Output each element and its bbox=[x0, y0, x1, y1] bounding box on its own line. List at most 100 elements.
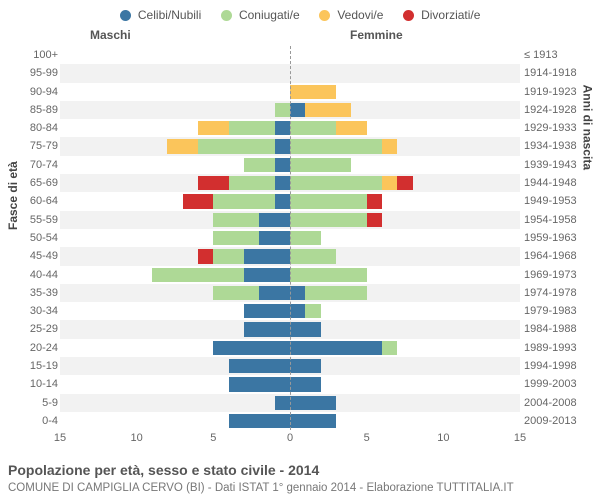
age-label: 100+ bbox=[18, 46, 58, 64]
seg-v bbox=[382, 139, 397, 153]
bar-female bbox=[290, 194, 520, 208]
seg-d bbox=[198, 176, 229, 190]
birth-label: 1989-1993 bbox=[524, 339, 590, 357]
seg-c bbox=[229, 414, 290, 428]
seg-co bbox=[290, 213, 367, 227]
bar-female bbox=[290, 231, 520, 245]
seg-co bbox=[213, 249, 244, 263]
seg-co bbox=[213, 231, 259, 245]
age-label: 65-69 bbox=[18, 174, 58, 192]
seg-c bbox=[275, 121, 290, 135]
legend: Celibi/Nubili Coniugati/e Vedovi/e Divor… bbox=[0, 8, 600, 22]
seg-co bbox=[290, 176, 382, 190]
birth-label: 2004-2008 bbox=[524, 394, 590, 412]
bar-male bbox=[60, 414, 290, 428]
seg-v bbox=[382, 176, 397, 190]
bar-female bbox=[290, 249, 520, 263]
birth-label: 1974-1978 bbox=[524, 284, 590, 302]
bar-female bbox=[290, 66, 520, 80]
seg-c bbox=[244, 304, 290, 318]
seg-c bbox=[275, 396, 290, 410]
birth-label: 1949-1953 bbox=[524, 192, 590, 210]
legend-label: Coniugati/e bbox=[239, 8, 300, 22]
bar-male bbox=[60, 359, 290, 373]
legend-item-celibi: Celibi/Nubili bbox=[120, 8, 202, 22]
age-label: 85-89 bbox=[18, 101, 58, 119]
birth-label: 1959-1963 bbox=[524, 229, 590, 247]
legend-label: Celibi/Nubili bbox=[138, 8, 201, 22]
x-tick: 0 bbox=[287, 432, 293, 444]
bar-female bbox=[290, 139, 520, 153]
bar-male bbox=[60, 396, 290, 410]
seg-co bbox=[290, 139, 382, 153]
seg-v bbox=[305, 103, 351, 117]
bar-male bbox=[60, 66, 290, 80]
age-label: 70-74 bbox=[18, 156, 58, 174]
seg-c bbox=[290, 322, 321, 336]
seg-co bbox=[213, 194, 274, 208]
seg-c bbox=[244, 268, 290, 282]
birth-label: 1994-1998 bbox=[524, 357, 590, 375]
x-tick: 5 bbox=[364, 432, 370, 444]
seg-c bbox=[275, 139, 290, 153]
seg-c bbox=[290, 304, 305, 318]
seg-c bbox=[244, 322, 290, 336]
birth-label: ≤ 1913 bbox=[524, 46, 590, 64]
age-label: 80-84 bbox=[18, 119, 58, 137]
birth-label: 1979-1983 bbox=[524, 302, 590, 320]
x-tick: 15 bbox=[54, 432, 66, 444]
birth-label: 1954-1958 bbox=[524, 211, 590, 229]
x-axis: 15105051015 bbox=[60, 432, 520, 448]
bar-female bbox=[290, 341, 520, 355]
age-label: 20-24 bbox=[18, 339, 58, 357]
age-label: 25-29 bbox=[18, 320, 58, 338]
header-maschi: Maschi bbox=[90, 28, 131, 42]
bar-male bbox=[60, 121, 290, 135]
seg-co bbox=[290, 158, 351, 172]
bar-male bbox=[60, 48, 290, 62]
age-label: 45-49 bbox=[18, 247, 58, 265]
x-tick: 15 bbox=[514, 432, 526, 444]
seg-co bbox=[229, 121, 275, 135]
seg-v bbox=[336, 121, 367, 135]
birth-label: 1934-1938 bbox=[524, 137, 590, 155]
age-label: 5-9 bbox=[18, 394, 58, 412]
seg-v bbox=[167, 139, 198, 153]
x-tick: 10 bbox=[131, 432, 143, 444]
header-femmine: Femmine bbox=[350, 28, 403, 42]
bar-male bbox=[60, 194, 290, 208]
seg-c bbox=[290, 103, 305, 117]
birth-label: 1999-2003 bbox=[524, 375, 590, 393]
seg-co bbox=[290, 121, 336, 135]
bar-female bbox=[290, 304, 520, 318]
bar-male bbox=[60, 249, 290, 263]
bar-male bbox=[60, 85, 290, 99]
seg-c bbox=[290, 359, 321, 373]
seg-co bbox=[213, 286, 259, 300]
bar-male bbox=[60, 158, 290, 172]
seg-c bbox=[259, 231, 290, 245]
seg-d bbox=[183, 194, 214, 208]
legend-item-vedovi: Vedovi/e bbox=[319, 8, 383, 22]
seg-co bbox=[290, 194, 367, 208]
legend-label: Divorziati/e bbox=[421, 8, 480, 22]
age-label: 10-14 bbox=[18, 375, 58, 393]
bar-female bbox=[290, 268, 520, 282]
age-label: 15-19 bbox=[18, 357, 58, 375]
seg-c bbox=[290, 341, 382, 355]
seg-co bbox=[229, 176, 275, 190]
seg-c bbox=[213, 341, 290, 355]
bar-male bbox=[60, 377, 290, 391]
bar-male bbox=[60, 213, 290, 227]
seg-d bbox=[198, 249, 213, 263]
bar-male bbox=[60, 286, 290, 300]
bar-female bbox=[290, 377, 520, 391]
seg-c bbox=[290, 414, 336, 428]
age-label: 35-39 bbox=[18, 284, 58, 302]
birth-label: 1914-1918 bbox=[524, 64, 590, 82]
birth-label: 1929-1933 bbox=[524, 119, 590, 137]
age-label: 75-79 bbox=[18, 137, 58, 155]
bar-female bbox=[290, 176, 520, 190]
legend-swatch bbox=[221, 10, 232, 21]
birth-label: 1984-1988 bbox=[524, 320, 590, 338]
